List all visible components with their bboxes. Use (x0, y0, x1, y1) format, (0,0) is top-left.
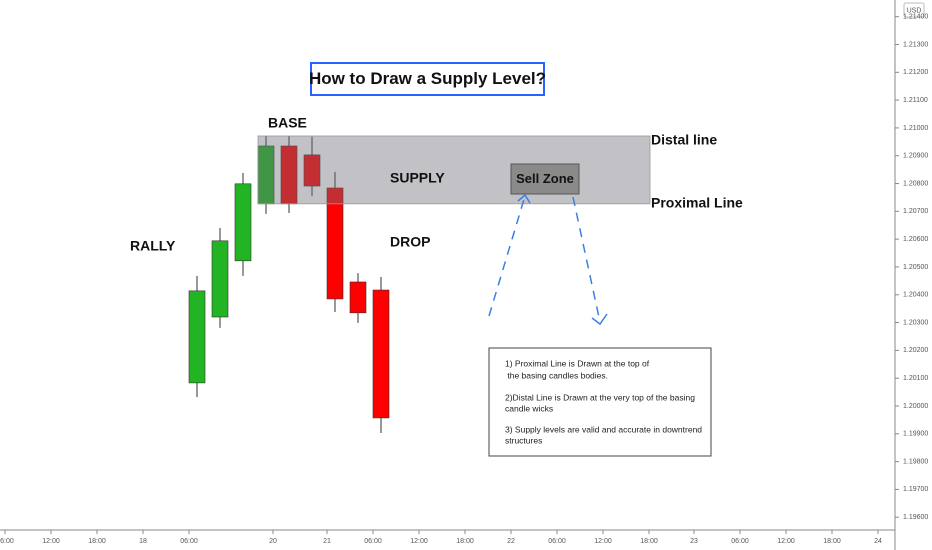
x-tick-label: 18 (139, 538, 147, 545)
y-tick-label: 1.20600 (903, 236, 928, 243)
currency: USD (907, 7, 922, 14)
note-line: 2)Distal Line is Drawn at the very top o… (505, 392, 695, 402)
candle-body (234, 183, 252, 262)
x-tick-label: 06:00 (0, 538, 14, 545)
x-tick-label: 12:00 (410, 538, 428, 545)
note-line: candle wicks (505, 403, 553, 413)
y-tick-label: 1.20900 (903, 153, 928, 160)
x-tick-label: 06:00 (731, 538, 749, 545)
y-tick-label: 1.19700 (903, 486, 928, 493)
x-tick-label: 06:00 (548, 538, 566, 545)
arrows (488, 195, 601, 323)
x-tick-label: 12:00 (594, 538, 612, 545)
candles (188, 135, 390, 433)
x-tick-label: 12:00 (42, 538, 60, 545)
candle-body (326, 187, 344, 300)
y-tick-label: 1.20400 (903, 292, 928, 299)
y-tick-label: 1.20500 (903, 264, 928, 271)
chart-title: How to Draw a Supply Level? (309, 69, 546, 88)
x-tick-label: 22 (507, 538, 515, 545)
y-tick-label: 1.19800 (903, 458, 928, 465)
candle-body (349, 281, 367, 314)
x-tick-label: 18:00 (456, 538, 474, 545)
candle-body (188, 290, 206, 384)
note-line: the basing candles bodies. (505, 370, 608, 380)
drop-label: DROP (390, 234, 430, 250)
x-tick-label: 23 (690, 538, 698, 545)
y-tick-label: 1.21000 (903, 125, 928, 132)
proximal-label: Proximal Line (651, 195, 743, 211)
zone-layer (257, 135, 651, 205)
distal-label: Distal line (651, 132, 717, 148)
x-tick-label: 20 (269, 538, 277, 545)
candle-body (211, 240, 229, 318)
x-tick-label: 06:00 (364, 538, 382, 545)
sell-zone-box (510, 163, 580, 195)
x-tick-label: 21 (323, 538, 331, 545)
y-tick-label: 1.20700 (903, 208, 928, 215)
y-tick-label: 1.21400 (903, 14, 928, 21)
note-line: 1) Proximal Line is Drawn at the top of (505, 358, 650, 368)
y-tick-label: 1.19600 (903, 514, 928, 521)
candle-body (372, 289, 390, 419)
base-label: BASE (268, 115, 307, 131)
y-tick-label: 1.20000 (903, 403, 928, 410)
x-tick-label: 24 (874, 538, 882, 545)
x-tick-label: 18:00 (823, 538, 841, 545)
x-tick-label: 12:00 (777, 538, 795, 545)
supply-label: SUPPLY (390, 170, 445, 186)
sell-zone-label: Sell Zone (516, 171, 574, 186)
y-tick-label: 1.20200 (903, 347, 928, 354)
y-tick-label: 1.20100 (903, 375, 928, 382)
notes: 1) Proximal Line is Drawn at the top of … (505, 358, 702, 445)
x-tick-label: 18:00 (640, 538, 658, 545)
supply-zone (257, 135, 651, 205)
title-box (310, 62, 545, 96)
y-tick-label: 1.19900 (903, 431, 928, 438)
note-line: 3) Supply levels are valid and accurate … (505, 424, 702, 434)
y-tick-label: 1.21200 (903, 69, 928, 76)
rally-label: RALLY (130, 238, 176, 254)
arrow-head (591, 313, 608, 326)
candle-body (303, 154, 321, 187)
x-tick-label: 18:00 (88, 538, 106, 545)
y-tick-label: 1.21100 (903, 97, 928, 104)
y-tick-label: 1.21300 (903, 41, 928, 48)
x-tick-label: 06:00 (180, 538, 198, 545)
note-line: structures (505, 435, 542, 445)
arrow-head (517, 193, 531, 204)
y-tick-label: 1.20300 (903, 319, 928, 326)
arrow-down (572, 196, 601, 323)
note-box (488, 347, 712, 457)
arrow-up (488, 195, 526, 317)
y-tick-label: 1.20800 (903, 180, 928, 187)
currency-box (903, 2, 925, 18)
